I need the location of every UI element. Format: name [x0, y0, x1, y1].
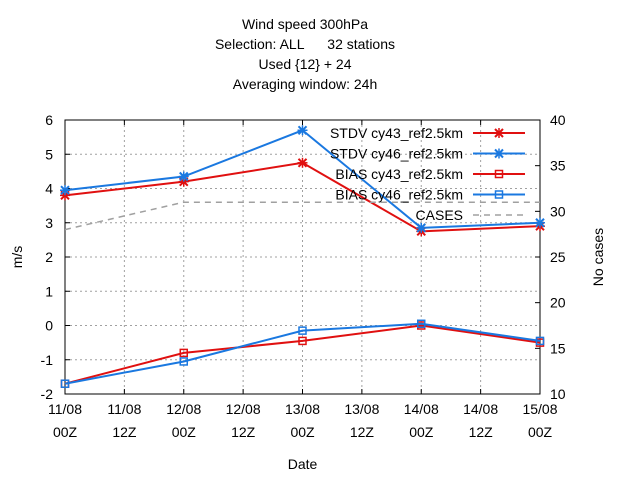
axis-ticks: 11/08 00Z 11/08 12Z 12/08 00Z 12/08 12Z 13/08 00Z…	[41, 112, 566, 440]
y2-axis-label: No cases	[590, 228, 606, 286]
x-tick-label-line: 15/08	[522, 401, 557, 417]
x-tick-label-line: 00Z	[409, 424, 434, 440]
x-tick-label: 12/08 00Z	[166, 401, 201, 440]
y-tick-label: 1	[45, 283, 53, 299]
x-tick-label-line: 11/08	[107, 401, 141, 417]
y-axis-label: m/s	[9, 246, 25, 269]
x-tick-label-line: 14/08	[404, 401, 439, 417]
chart-title-block: Wind speed 300hPa Selection: ALL 32 stat…	[0, 14, 610, 94]
data-point	[416, 222, 427, 233]
data-point	[297, 125, 308, 136]
series-0	[60, 157, 545, 237]
y2-tick-label: 30	[550, 203, 566, 219]
legend-swatch-marker	[494, 128, 504, 138]
x-tick-label-line: 12Z	[469, 424, 494, 440]
x-tick-label-line: 12Z	[231, 424, 256, 440]
y-tick-label: 2	[45, 249, 53, 265]
chart-subtitle-selection: Selection: ALL 32 stations	[214, 36, 396, 52]
series-lines	[60, 125, 545, 388]
data-point	[179, 357, 188, 366]
series-2	[60, 321, 545, 388]
data-point	[417, 319, 426, 329]
x-tick-label: 12/08 12Z	[226, 401, 261, 440]
x-tick-label-line: 13/08	[285, 401, 320, 417]
legend-label: STDV cy46_ref2.5km	[330, 146, 463, 162]
y-tick-label: -1	[41, 352, 54, 368]
x-tick-label: 13/08 12Z	[344, 401, 379, 440]
x-tick-label-line: 00Z	[53, 424, 78, 440]
data-point	[178, 171, 189, 182]
data-point	[60, 185, 70, 196]
y-tick-label: -2	[41, 386, 54, 402]
series-3	[60, 319, 545, 388]
x-tick-label-line: 12/08	[166, 401, 201, 417]
series-line	[64, 322, 541, 385]
x-tick-label-line: 00Z	[172, 424, 197, 440]
data-point	[297, 157, 308, 168]
chart-subtitle-window: Averaging window: 24h	[232, 76, 378, 92]
series-4	[64, 201, 540, 231]
y-tick-label: 4	[45, 181, 53, 197]
data-point	[60, 379, 70, 388]
data-point	[179, 348, 188, 358]
series-line	[64, 324, 541, 385]
x-tick-label-line: 00Z	[290, 424, 315, 440]
x-tick-label-line: 12/08	[226, 401, 261, 417]
y-tick-label: 3	[45, 215, 53, 231]
x-tick-label-line: 14/08	[463, 401, 498, 417]
chart-title: Wind speed 300hPa	[241, 16, 369, 32]
x-tick-label: 15/08 00Z	[522, 401, 557, 440]
data-point	[298, 326, 307, 335]
legend-label: STDV cy43_ref2.5km	[330, 125, 463, 141]
data-point	[535, 336, 545, 346]
y-tick-label: 5	[45, 146, 53, 162]
x-axis-label: Date	[288, 456, 318, 472]
y2-tick-label: 15	[550, 340, 566, 356]
y2-tick-label: 40	[550, 112, 566, 128]
legend-swatch-marker	[494, 190, 504, 199]
x-tick-label: 11/08 00Z	[48, 401, 82, 440]
data-point	[298, 336, 307, 346]
data-point	[535, 217, 545, 228]
x-tick-label: 11/08 12Z	[107, 401, 141, 440]
x-tick-label-line: 12Z	[350, 424, 375, 440]
x-tick-label: 13/08 00Z	[285, 401, 320, 440]
series-line	[64, 129, 541, 229]
legend-label: BIAS cy46_ref2.5km	[335, 187, 463, 203]
chart-subtitle-used: Used {12} + 24	[258, 56, 352, 72]
legend-label: BIAS cy43_ref2.5km	[335, 166, 463, 182]
y2-tick-label: 10	[550, 386, 566, 402]
y2-tick-label: 20	[550, 295, 566, 311]
series-line	[64, 201, 540, 231]
x-tick-label-line: 11/08	[48, 401, 82, 417]
y2-tick-label: 35	[550, 158, 566, 174]
legend: STDV cy43_ref2.5km STDV cy46_ref2.5km BIAS…	[330, 125, 525, 223]
legend-label: CASES	[416, 207, 463, 223]
y2-tick-label: 25	[550, 249, 566, 265]
y-tick-label: 0	[45, 318, 53, 334]
legend-swatch-marker	[494, 169, 504, 179]
x-tick-label: 14/08 12Z	[463, 401, 498, 440]
x-tick-label-line: 12Z	[112, 424, 137, 440]
x-tick-label-line: 13/08	[344, 401, 379, 417]
y-tick-label: 6	[45, 112, 53, 128]
x-tick-label: 14/08 00Z	[404, 401, 439, 440]
series-1	[60, 125, 545, 233]
x-tick-label-line: 00Z	[528, 424, 553, 440]
legend-swatch-marker	[494, 148, 504, 159]
grid	[65, 120, 540, 394]
